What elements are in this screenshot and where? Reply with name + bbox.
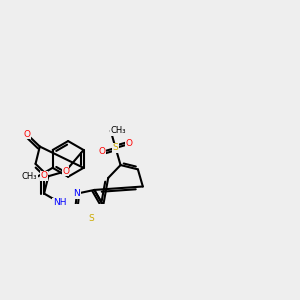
Text: O: O xyxy=(98,147,105,156)
Text: O: O xyxy=(62,167,69,176)
Text: NH: NH xyxy=(53,198,66,207)
Text: S: S xyxy=(88,214,94,223)
Text: O: O xyxy=(40,171,48,180)
Text: N: N xyxy=(74,189,80,198)
Text: O: O xyxy=(23,130,31,139)
Text: S: S xyxy=(113,143,118,152)
Text: O: O xyxy=(126,140,133,148)
Text: CH₃: CH₃ xyxy=(111,126,126,135)
Text: CH₃: CH₃ xyxy=(22,172,37,181)
